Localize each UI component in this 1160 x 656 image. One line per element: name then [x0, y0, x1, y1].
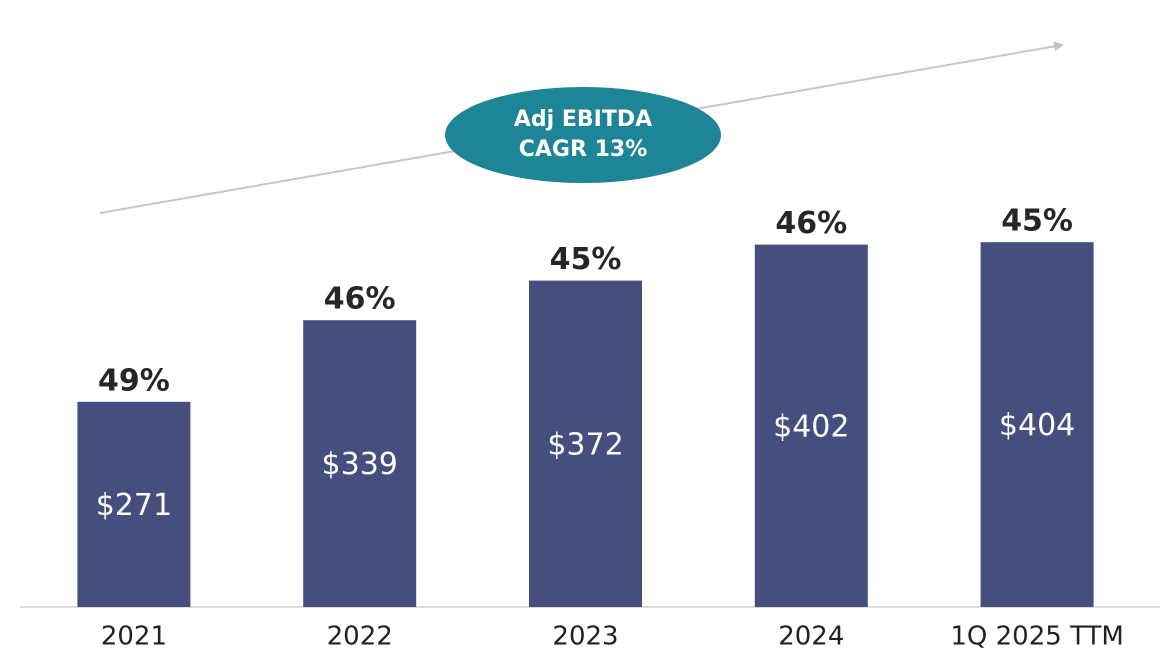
- x-tick-label: 2024: [778, 622, 844, 652]
- margin-label: 46%: [324, 282, 396, 317]
- annotation-bubble: [445, 87, 721, 183]
- annotation-line: Adj EBITDA: [514, 107, 652, 132]
- bar: [77, 401, 191, 607]
- x-tick-label: 1Q 2025 TTM: [950, 622, 1123, 652]
- bar: [303, 320, 417, 607]
- value-label: $339: [322, 447, 398, 482]
- margin-label: 49%: [98, 363, 170, 398]
- x-tick-label: 2022: [327, 622, 393, 652]
- annotation-line: CAGR 13%: [519, 137, 648, 162]
- margin-label: 45%: [1001, 204, 1073, 239]
- margin-label: 45%: [550, 242, 622, 277]
- bar: [980, 242, 1094, 607]
- value-label: $402: [773, 409, 849, 444]
- value-label: $404: [999, 408, 1075, 443]
- x-tick-label: 2023: [552, 622, 618, 652]
- value-label: $372: [547, 427, 623, 462]
- bar: [529, 280, 642, 607]
- margin-label: 46%: [775, 206, 847, 241]
- bar: [754, 244, 868, 607]
- value-label: $271: [96, 488, 172, 523]
- x-tick-label: 2021: [101, 622, 167, 652]
